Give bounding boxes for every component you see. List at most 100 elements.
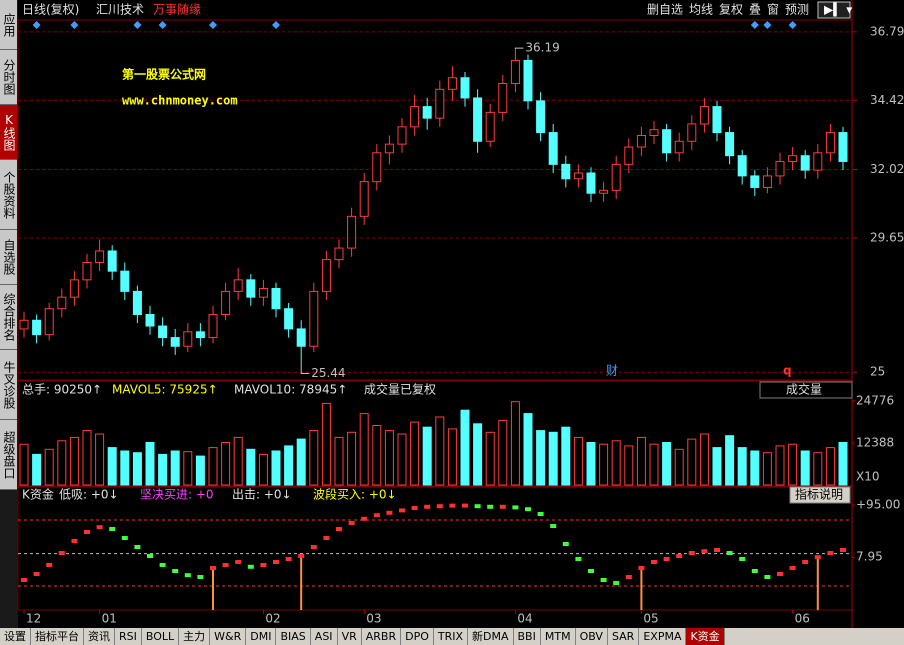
indicator-tab[interactable]: W&R bbox=[210, 628, 247, 645]
candle-body bbox=[384, 143, 394, 154]
candle-body bbox=[233, 279, 243, 292]
help-button[interactable] bbox=[789, 486, 851, 504]
volume-bar bbox=[384, 430, 394, 486]
volume-bar bbox=[195, 455, 205, 486]
volume-bar bbox=[32, 453, 42, 486]
volume-tick-label: 24776 bbox=[856, 393, 894, 407]
toolbar-button[interactable]: 删自选 bbox=[647, 3, 683, 17]
side-tab[interactable]: 分时图 bbox=[0, 50, 17, 105]
indicator-point bbox=[222, 563, 229, 567]
indicator-tab[interactable]: OBV bbox=[576, 628, 608, 645]
toolbar-button[interactable]: 复权 bbox=[719, 3, 743, 17]
toolbar-button[interactable]: 均线 bbox=[689, 3, 713, 17]
volume-bar bbox=[120, 450, 130, 486]
indicator-tab[interactable]: BBI bbox=[514, 628, 541, 645]
indicator-point bbox=[613, 581, 620, 585]
indicator-point bbox=[840, 548, 846, 552]
help-label: 指标说明 bbox=[795, 487, 843, 502]
indicator-tick-label: 7.95 bbox=[856, 550, 883, 564]
volume-bar bbox=[44, 448, 54, 486]
volume-bar bbox=[422, 426, 432, 486]
toolbar-button[interactable]: 窗 bbox=[767, 3, 779, 17]
indicator-tab[interactable]: 新DMA bbox=[468, 628, 514, 645]
y-tick-label: 36.79 bbox=[870, 24, 904, 38]
indicator-tab[interactable]: BIAS bbox=[276, 628, 311, 645]
top-marker bbox=[763, 21, 772, 29]
indicator-point bbox=[751, 569, 758, 573]
indicator-tab[interactable]: 主力 bbox=[179, 628, 211, 645]
volume-selector[interactable] bbox=[759, 381, 853, 399]
candle-body bbox=[548, 132, 558, 165]
indicator-point bbox=[525, 507, 531, 512]
indicator-tab[interactable]: VR bbox=[338, 628, 362, 645]
indicator-tab[interactable]: 指标平台 bbox=[31, 628, 84, 645]
toolbar-button[interactable]: 预测 bbox=[785, 3, 809, 17]
candle-body bbox=[284, 308, 294, 330]
indicator-point bbox=[386, 510, 393, 515]
indicator-tab[interactable]: ARBR bbox=[362, 628, 402, 645]
side-tab[interactable]: 应用 bbox=[0, 0, 17, 50]
candle-body bbox=[510, 59, 520, 85]
indicator-tab[interactable]: DMI bbox=[246, 628, 277, 645]
volume-bar bbox=[624, 445, 634, 486]
candle-body bbox=[44, 308, 54, 336]
indicator-point bbox=[260, 563, 267, 567]
candle-body bbox=[611, 163, 621, 191]
indicator-tab[interactable]: SAR bbox=[608, 628, 640, 645]
side-tab[interactable]: 超级盘口 bbox=[0, 420, 17, 490]
finance-marker: 财 bbox=[606, 364, 618, 378]
indicator-tab[interactable]: 设置 bbox=[0, 628, 31, 645]
volume-bar bbox=[347, 431, 357, 486]
top-marker bbox=[750, 21, 759, 29]
indicator-point bbox=[651, 560, 657, 564]
indicator-tab[interactable]: BOLL bbox=[142, 628, 180, 645]
candle-body bbox=[372, 152, 382, 183]
side-tab[interactable]: 自选股 bbox=[0, 230, 17, 285]
top-marker bbox=[272, 21, 280, 29]
indicator-point bbox=[399, 508, 405, 513]
low-leader bbox=[300, 359, 310, 375]
indicator-tab[interactable]: K资金 bbox=[686, 628, 725, 645]
indicator-tab[interactable]: 资讯 bbox=[84, 628, 115, 645]
volume-bar bbox=[208, 447, 218, 486]
indicator-point bbox=[550, 524, 557, 528]
indicator-point bbox=[688, 551, 695, 555]
volume-bar bbox=[460, 409, 470, 486]
toolbar-button[interactable]: 叠 bbox=[749, 3, 761, 17]
indicator-point bbox=[588, 569, 594, 573]
side-tab[interactable]: 个股资料 bbox=[0, 160, 17, 230]
side-tab[interactable]: K线图 bbox=[0, 105, 17, 160]
volume-bar bbox=[284, 445, 294, 486]
volume-bar bbox=[158, 453, 168, 486]
indicator-tab[interactable]: EXPMA bbox=[639, 628, 687, 645]
candle-body bbox=[410, 106, 420, 128]
indicator-tab[interactable]: DPO bbox=[401, 628, 434, 645]
indicator-point bbox=[159, 563, 166, 567]
indicator-tick-label: +95.00 bbox=[856, 498, 900, 512]
side-tab[interactable]: 综合排名 bbox=[0, 285, 17, 350]
indicator-tab[interactable]: MTM bbox=[541, 628, 576, 645]
indicator-tab[interactable]: TRIX bbox=[434, 628, 469, 645]
candle-body bbox=[447, 77, 457, 90]
candle-body bbox=[170, 337, 180, 347]
indicator-point bbox=[172, 569, 179, 573]
indicator-point bbox=[71, 539, 78, 543]
volume-header: 成交量已复权 bbox=[364, 382, 436, 397]
candle-body bbox=[813, 152, 823, 171]
bottom-tabs: 设置 指标平台 资讯 RSI BOLL 主力 W&R DMI BIAS ASI VR ARBR DPO T… bbox=[0, 628, 904, 645]
candle-body bbox=[460, 77, 470, 99]
indicator-point bbox=[285, 557, 292, 561]
volume-header: MAVOL10: 78945↑ bbox=[234, 383, 347, 397]
indicator-tab[interactable]: ASI bbox=[311, 628, 338, 645]
volume-tick-label: 12388 bbox=[856, 435, 894, 449]
period: 日线(复权) bbox=[22, 3, 79, 17]
x-tick-label: 05 bbox=[643, 612, 658, 626]
toolbar-arrow[interactable] bbox=[817, 1, 851, 19]
indicator-header: K资金 bbox=[22, 487, 54, 502]
indicator-tab[interactable]: RSI bbox=[115, 628, 142, 645]
volume-bar bbox=[699, 433, 709, 486]
candle-body bbox=[19, 319, 29, 330]
indicator-point bbox=[323, 536, 330, 540]
side-tab[interactable]: 牛叉诊股 bbox=[0, 350, 17, 420]
indicator-point bbox=[625, 575, 632, 579]
